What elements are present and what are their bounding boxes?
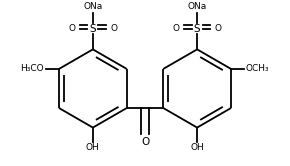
Text: O: O [141, 137, 149, 147]
Text: S: S [194, 24, 200, 34]
Text: OH: OH [190, 143, 204, 152]
Text: O: O [110, 24, 117, 33]
Text: ONa: ONa [188, 2, 207, 11]
Text: OH: OH [86, 143, 100, 152]
Text: OCH₃: OCH₃ [246, 64, 269, 73]
Text: O: O [173, 24, 180, 33]
Text: S: S [90, 24, 96, 34]
Text: H₃CO: H₃CO [21, 64, 44, 73]
Text: O: O [215, 24, 222, 33]
Text: ONa: ONa [83, 2, 102, 11]
Text: O: O [68, 24, 75, 33]
